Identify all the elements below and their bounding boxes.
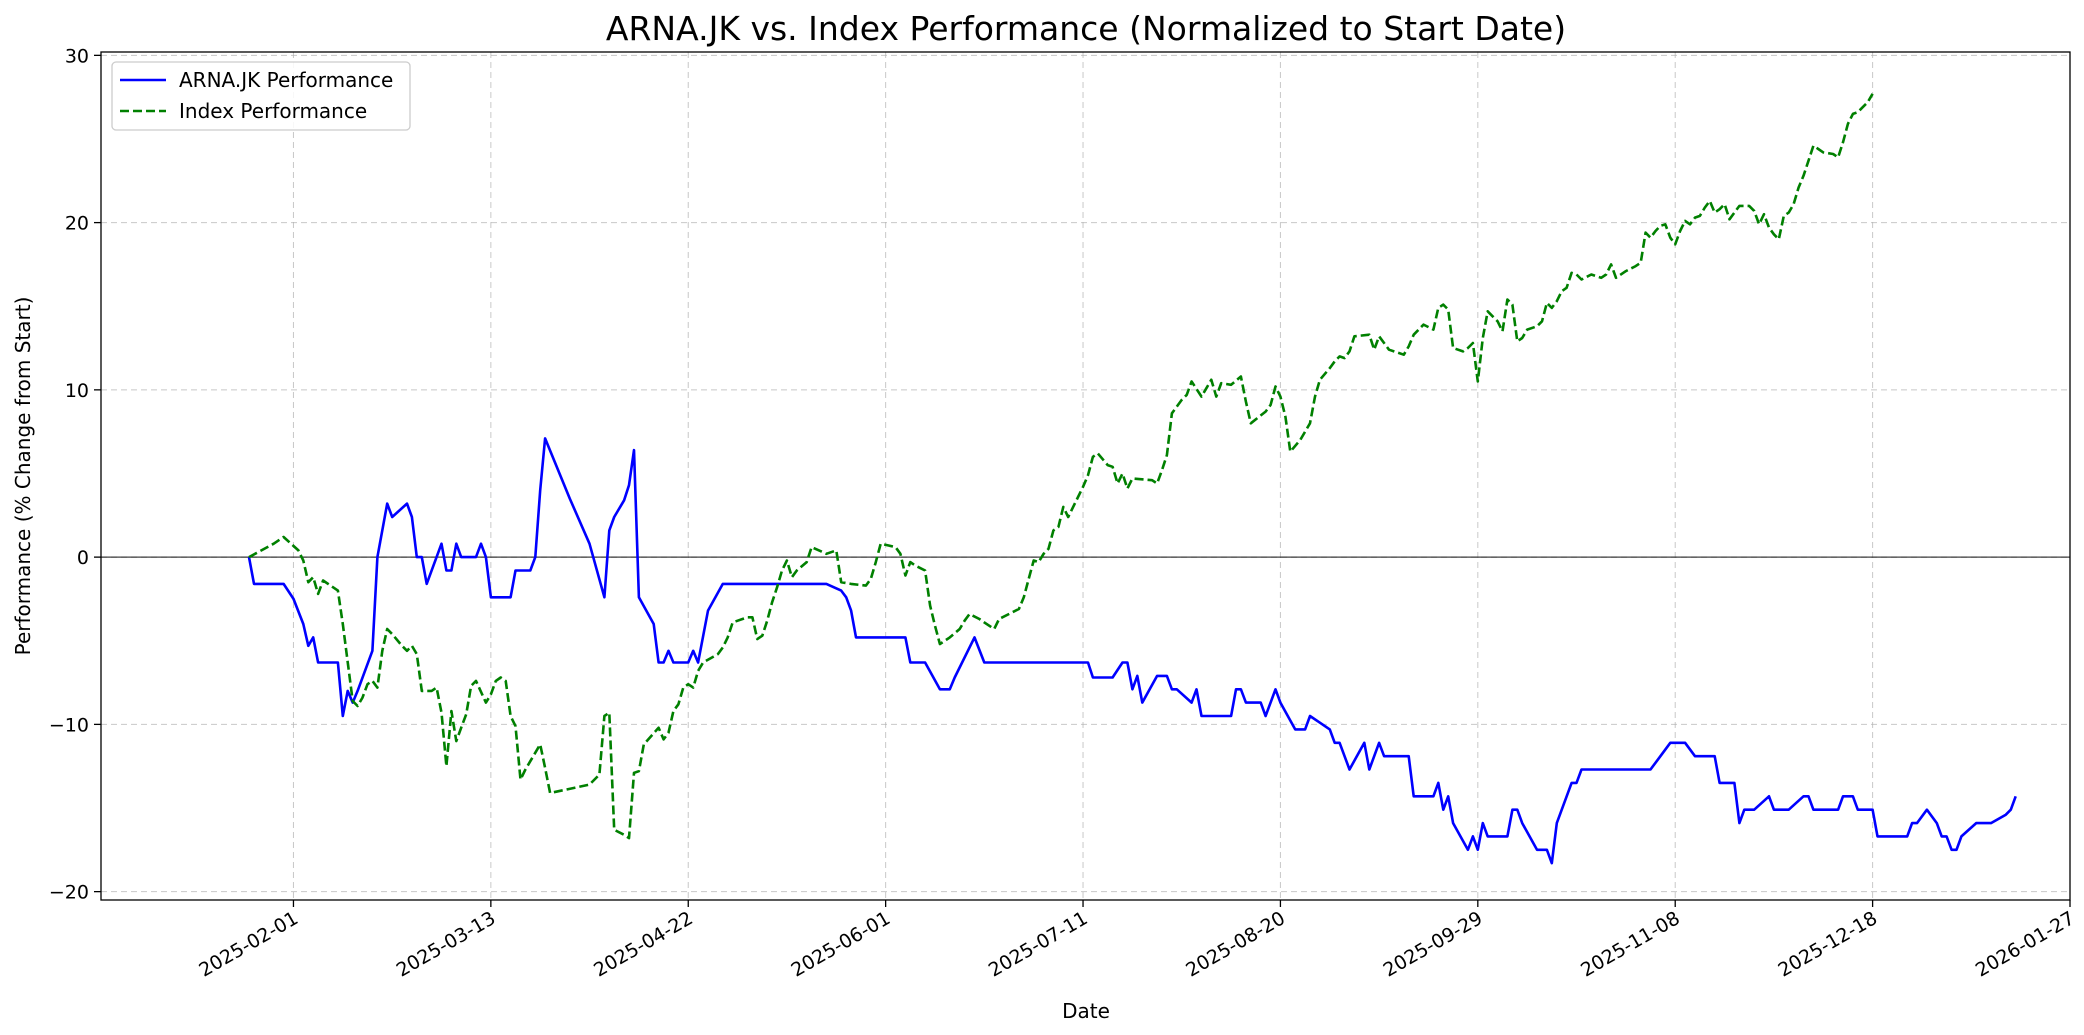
y-tick-label: 20 bbox=[65, 213, 89, 235]
y-tick-label: −10 bbox=[49, 714, 89, 736]
y-tick-label: 10 bbox=[65, 380, 89, 402]
legend-label-arna: ARNA.JK Performance bbox=[179, 68, 393, 92]
legend-box bbox=[111, 61, 411, 131]
x-tick-label: 2025-02-01 bbox=[195, 907, 302, 981]
series-line-arna bbox=[247, 437, 2017, 865]
x-axis: 2025-02-01 2025-03-13 2025-04-22 2025-06-01… bbox=[195, 900, 2079, 982]
y-tick-label: 0 bbox=[77, 547, 89, 569]
x-tick-label: 2025-09-29 bbox=[1380, 907, 1487, 981]
x-tick-label: 2025-03-13 bbox=[393, 907, 500, 981]
legend-label-index: Index Performance bbox=[179, 99, 367, 123]
y-axis-label: Performance (% Change from Start) bbox=[11, 297, 35, 656]
x-tick-label: 2025-11-08 bbox=[1577, 907, 1684, 981]
y-tick-label: 30 bbox=[65, 45, 89, 67]
y-axis: −20 −10 0 10 20 30 bbox=[49, 45, 101, 904]
x-tick-label: 2026-01-27 bbox=[1972, 907, 2079, 981]
chart-title: ARNA.JK vs. Index Performance (Normalize… bbox=[606, 9, 1566, 48]
series-line-index bbox=[248, 93, 1874, 840]
x-tick-label: 2025-07-11 bbox=[985, 907, 1092, 981]
series-layer bbox=[247, 93, 2017, 865]
x-tick-label: 2025-06-01 bbox=[788, 907, 895, 981]
grid bbox=[101, 52, 2071, 900]
legend: ARNA.JK Performance Index Performance bbox=[111, 61, 411, 131]
plot-area-frame bbox=[100, 51, 2071, 901]
x-tick-label: 2025-04-22 bbox=[590, 907, 697, 981]
x-tick-label: 2025-08-20 bbox=[1182, 907, 1289, 981]
y-tick-label: −20 bbox=[49, 882, 89, 904]
x-axis-label: Date bbox=[1062, 999, 1110, 1023]
x-tick-label: 2025-12-18 bbox=[1774, 907, 1881, 981]
